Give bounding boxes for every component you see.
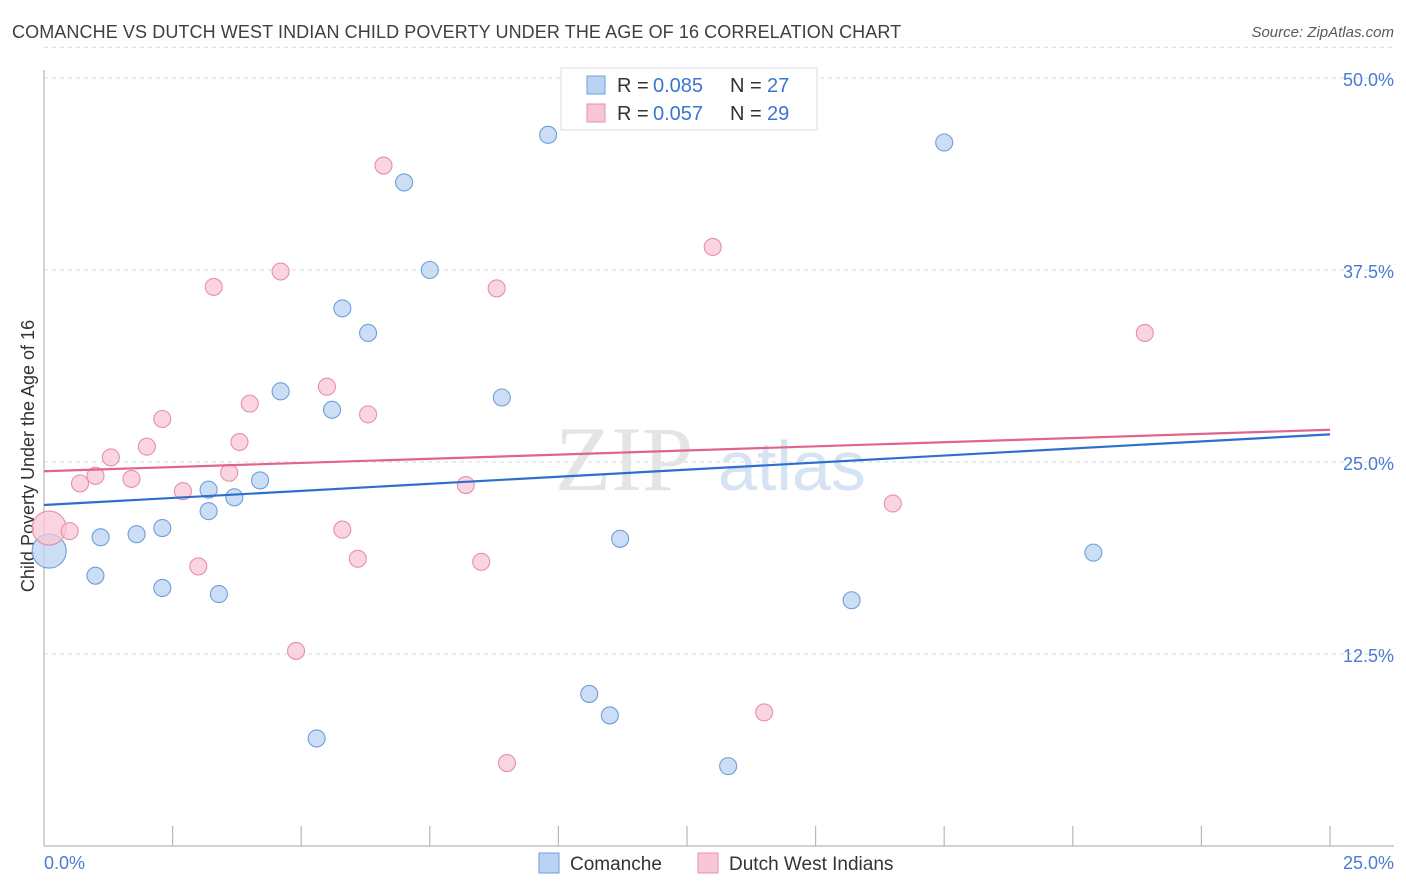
y-tick-label: 12.5% [1343, 646, 1394, 666]
dutch-point [60, 522, 79, 541]
dutch-point [137, 437, 156, 456]
comanche-point [127, 525, 146, 544]
trend-lines [43, 428, 1331, 507]
chart-source: Source: ZipAtlas.com [1251, 24, 1394, 41]
dutch-point [173, 482, 192, 501]
y-tick-label: 37.5% [1343, 262, 1394, 282]
comanche-point [153, 578, 172, 598]
watermark: ZIP atlas [555, 408, 866, 510]
comanche-point [199, 480, 218, 499]
comanche-point [611, 529, 630, 548]
dutch-point [359, 405, 378, 424]
y-tick-labels: 12.5% 25.0% 37.5% 50.0% [1343, 70, 1394, 666]
comanche-point [359, 323, 378, 343]
x-tick-label-max: 25.0% [1343, 853, 1394, 873]
legend-n-label-1: N = [730, 75, 762, 97]
dutch-point [348, 549, 367, 568]
dutch-point [122, 469, 141, 488]
legend-n-value-2: 29 [767, 103, 789, 125]
dutch-point [220, 463, 239, 482]
legend-swatch-dutch [586, 103, 606, 123]
comanche-point [600, 706, 619, 725]
dutch-point [230, 432, 249, 452]
watermark-zip: ZIP [555, 408, 693, 510]
dutch-point [189, 557, 208, 576]
dutch-point [317, 377, 336, 396]
legend-r-label-1: R = [617, 75, 649, 97]
comanche-point [420, 260, 439, 280]
comanche-point [153, 518, 172, 538]
dutch-point [240, 394, 259, 413]
dutch-point [86, 466, 105, 485]
dutch-point [703, 237, 722, 257]
legend-top: R = 0.085 N = 27 R = 0.057 N = 29 [560, 67, 818, 131]
comanche-point [271, 382, 290, 401]
comanche-point [209, 585, 228, 604]
dutch-point [333, 520, 352, 539]
dutch-point [204, 277, 223, 296]
comanche-point [395, 173, 414, 192]
comanche-point [539, 125, 558, 144]
comanche-point [935, 133, 954, 152]
legend-n-value-1: 27 [767, 75, 789, 97]
y-tick-label: 50.0% [1343, 70, 1394, 90]
comanche-point [492, 388, 511, 407]
comanche-point [225, 488, 244, 507]
comanche-point [323, 400, 342, 419]
dutch-point [153, 409, 172, 429]
dutch-point [70, 474, 90, 493]
y-tick-label: 25.0% [1343, 454, 1394, 474]
comanche-point [842, 591, 861, 610]
comanche-point [719, 757, 738, 776]
legend-bottom: Comanche Dutch West Indians [538, 852, 893, 875]
comanche-point [1084, 543, 1103, 562]
dutch-point [755, 703, 774, 722]
comanche-point [333, 299, 352, 318]
dutch-point [472, 552, 491, 571]
comanche-point [199, 502, 218, 521]
dutch-point [374, 156, 393, 175]
comanche-point [250, 471, 270, 490]
legend-r-label-2: R = [617, 103, 649, 125]
legend-bottom-swatch-comanche [538, 852, 560, 874]
comanche-trend-line [43, 433, 1331, 507]
dutch-point [271, 262, 290, 281]
legend-bottom-dutch: Dutch West Indians [729, 854, 893, 875]
x-tick-label-min: 0.0% [44, 853, 85, 873]
dutch-point [497, 754, 517, 773]
dutch-point [31, 510, 67, 546]
dutch-point [287, 641, 306, 660]
legend-bottom-comanche: Comanche [570, 854, 662, 875]
data-points [31, 125, 1154, 776]
dutch-point [101, 448, 120, 467]
comanche-point [86, 566, 105, 585]
legend-swatch-comanche [586, 75, 606, 95]
chart-title: COMANCHE VS DUTCH WEST INDIAN CHILD POVE… [12, 22, 902, 42]
dutch-point [456, 475, 475, 495]
comanche-point [91, 528, 110, 547]
dutch-point [1135, 323, 1154, 343]
dutch-point [487, 279, 506, 298]
legend-n-label-2: N = [730, 103, 762, 125]
legend-r-value-2: 0.057 [653, 103, 703, 125]
dutch-point [883, 494, 902, 513]
x-axis-ticks [172, 826, 1331, 846]
gridlines [44, 46, 1394, 655]
comanche-point [307, 729, 326, 748]
legend-r-value-1: 0.085 [653, 75, 703, 97]
dutch-trend-line [43, 428, 1331, 473]
legend-bottom-swatch-dutch [697, 852, 719, 874]
comanche-point [580, 684, 599, 703]
